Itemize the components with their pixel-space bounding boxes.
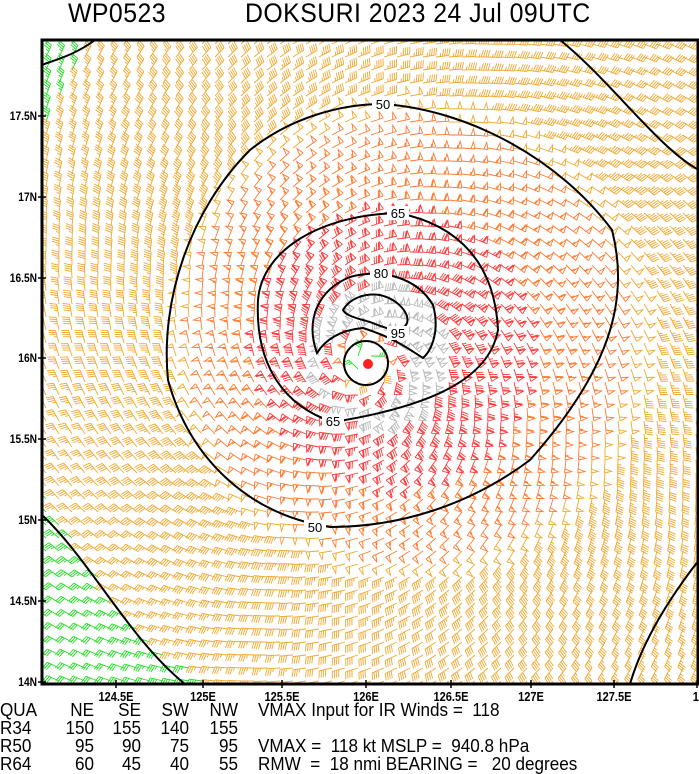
vmax-mslp-text: VMAX = 118 kt MSLP = 940.8 hPa [258, 736, 530, 756]
contour-label: 80 [374, 266, 388, 281]
table-row-label: R64 [0, 754, 32, 774]
lat-label: 14N [18, 675, 37, 689]
lon-label: 125.5E [264, 689, 300, 704]
lat-label: 14.5N [9, 594, 37, 608]
table-cell: 95 [74, 736, 94, 756]
lon-label: 126.5E [433, 689, 469, 704]
lat-label: 15N [18, 513, 37, 527]
contour-80kt [311, 272, 437, 360]
lon-label: 125E [190, 689, 216, 704]
lat-label: 17N [18, 190, 37, 204]
contour-34kt-se [629, 559, 699, 684]
lat-label: 17.5N [9, 109, 37, 123]
table-row-label: R50 [0, 736, 32, 756]
contour-34kt-nw [42, 40, 96, 66]
table-header: QUA [0, 700, 38, 720]
table-header: SW [161, 700, 189, 720]
table-cell: 140 [160, 718, 189, 738]
storm-id: WP0523 [68, 0, 167, 28]
lon-label: 127E [518, 689, 544, 704]
wind-barbs-50-64kt [178, 110, 632, 565]
contour-label: 65 [391, 206, 405, 221]
table-header: NE [70, 700, 94, 720]
table-cell: 55 [218, 754, 238, 774]
lon-label: 126E [353, 689, 379, 704]
contour-label: 50 [376, 97, 390, 112]
contour-label: 50 [308, 520, 322, 535]
lat-label: 15.5N [9, 432, 37, 446]
contour-50kt [165, 102, 620, 529]
wind-barbs-above-95kt [305, 279, 450, 435]
table-cell: 155 [209, 718, 238, 738]
tick-marks [38, 115, 698, 688]
contour-label: 65 [326, 414, 340, 429]
lat-label: 16.5N [9, 271, 37, 285]
table-cell: 75 [169, 736, 189, 756]
table-header: SE [118, 700, 141, 720]
lon-label: 127.5E [596, 689, 632, 704]
table-cell: 90 [121, 736, 141, 756]
lon-label: 124.5E [98, 689, 134, 704]
vmax-ir-text: VMAX Input for IR Winds = 118 [258, 700, 500, 720]
lat-label: 16N [18, 351, 37, 365]
contour-34kt [42, 514, 186, 684]
contour-eye [343, 340, 389, 386]
contour-labels: 50 50 65 65 80 95 [304, 97, 409, 535]
map-frame [40, 38, 699, 686]
wind-barbs-below-34kt [42, 40, 697, 684]
axis-ticks [38, 115, 698, 688]
table-cell: 95 [218, 736, 238, 756]
contour-95kt [341, 293, 409, 331]
lon-label: 128 [692, 689, 699, 704]
table-cell: 155 [112, 718, 141, 738]
contour-label: 95 [391, 326, 405, 341]
table-cell: 150 [65, 718, 94, 738]
storm-center-icon [363, 359, 373, 369]
table-cell: 60 [74, 754, 94, 774]
table-cell: 40 [169, 754, 189, 774]
table-cell: 45 [121, 754, 141, 774]
storm-name-time: DOKSURI 2023 24 Jul 09UTC [245, 0, 591, 28]
table-row-label: R34 [0, 718, 32, 738]
rmw-bearing-text: RMW = 18 nmi BEARING = 20 degrees [258, 754, 578, 774]
table-header: NW [209, 700, 239, 720]
contour-34kt-ne [559, 40, 699, 171]
